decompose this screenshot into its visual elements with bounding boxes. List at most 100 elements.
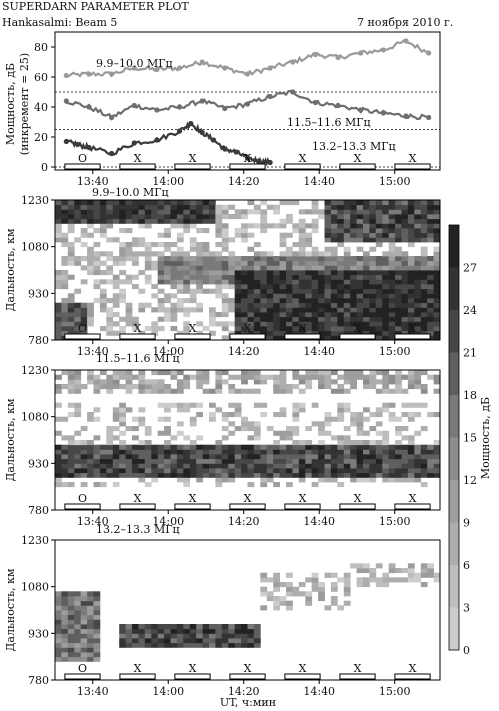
- range-panel-1-cell: [407, 237, 415, 243]
- range-panel-2-cell: [74, 463, 82, 469]
- range-panel-1-cell: [209, 204, 216, 210]
- power-data-point: [380, 47, 386, 53]
- power-data-point: [75, 141, 81, 148]
- range-panel-1-cell: [298, 316, 306, 322]
- range-panel-2-cell: [132, 449, 139, 455]
- range-panel-1-cell: [388, 204, 396, 210]
- range-panel-1-cell: [266, 265, 274, 271]
- range-panel-1-cell: [427, 214, 434, 220]
- range-panel-1-cell: [369, 316, 377, 322]
- range-panel-3-cell: [144, 642, 152, 648]
- range-panel-2-cell: [215, 379, 223, 385]
- range-panel-2-cell: [401, 458, 409, 464]
- range-panel-1-cell: [202, 274, 210, 280]
- range-panel-1-cell: [112, 321, 120, 327]
- range-panel-3-cell: [228, 624, 236, 630]
- range-panel-1-cell: [407, 204, 415, 210]
- range-panel-2-cell: [388, 463, 396, 469]
- range-panel-3-cell: [80, 624, 88, 630]
- range-panel-1-cell: [356, 284, 364, 290]
- range-panel-1-cell: [228, 204, 236, 210]
- range-panel-1-cell: [119, 228, 126, 234]
- range-panel-1-cell: [427, 265, 434, 271]
- range-panel-3-cell: [93, 633, 101, 639]
- range-panel-3-cell: [87, 647, 94, 653]
- range-panel-1-cell: [55, 200, 62, 206]
- range-panel-3-cell: [311, 582, 319, 588]
- range-panel-2-cell: [298, 444, 306, 450]
- range-panel-1-cell: [228, 260, 236, 266]
- range-panel-2-cell: [337, 444, 345, 450]
- range-panel-1-cell: [356, 204, 364, 210]
- range-panel-2-cell: [337, 384, 345, 390]
- range-panel-2-cell: [427, 463, 434, 469]
- range-panel-3-title: 13.2–13.3 МГц: [96, 523, 180, 536]
- range-panel-2-cell: [55, 444, 62, 450]
- range-panel-1-mode-label: X: [244, 322, 252, 335]
- range-panel-3-cell: [343, 572, 351, 578]
- power-data-point: [86, 104, 92, 110]
- range-panel-2-cell: [221, 412, 229, 418]
- range-panel-1-cell: [401, 312, 409, 318]
- range-panel-1-cell: [427, 312, 434, 318]
- range-panel-1-cells: [55, 200, 441, 341]
- range-panel-1-cell: [176, 274, 184, 280]
- range-panel-2-cell: [363, 440, 370, 446]
- range-panel-3-cell: [80, 652, 88, 658]
- range-panel-3-cell: [93, 638, 101, 644]
- range-panel-2-cell: [209, 454, 216, 460]
- range-panel-1-cell: [427, 232, 434, 238]
- range-panel-1-cell: [176, 298, 184, 304]
- range-panel-3-cell: [189, 638, 197, 644]
- range-panel-2-cell: [119, 421, 126, 427]
- range-panel-2-cell: [67, 454, 75, 460]
- range-panel-1-cell: [215, 284, 223, 290]
- range-panel-1-cell: [93, 204, 101, 210]
- range-panel-1-cell: [363, 274, 370, 280]
- range-panel-2-cell: [350, 463, 357, 469]
- range-panel-1-cell: [420, 274, 428, 280]
- range-panel-2-cell: [221, 370, 229, 376]
- range-panel-2-cell: [106, 463, 114, 469]
- range-panel-1-cell: [363, 298, 370, 304]
- range-panel-1-cell: [260, 284, 268, 290]
- range-panel-1-cell: [209, 330, 216, 336]
- range-panel-1-cell: [420, 204, 428, 210]
- range-panel-1-cell: [286, 246, 293, 252]
- range-panel-1-cell: [343, 330, 351, 336]
- range-panel-1-cell: [395, 256, 402, 262]
- range-panel-1-cell: [80, 312, 88, 318]
- range-panel-1-cell: [189, 265, 197, 271]
- range-panel-1-cell: [401, 274, 409, 280]
- range-panel-2-cell: [369, 440, 377, 446]
- range-panel-1-cell: [375, 232, 383, 238]
- range-panel-2-cell: [112, 458, 120, 464]
- colorbar-tick-label: 3: [463, 602, 470, 615]
- range-panel-2-cell: [132, 374, 139, 380]
- range-panel-1-cell: [215, 218, 223, 224]
- range-panel-2-cell: [93, 435, 101, 441]
- power-data-point: [131, 140, 137, 146]
- range-panel-1-cell: [305, 242, 313, 248]
- range-panel-1-cell: [196, 256, 203, 262]
- range-panel-2-cell: [286, 426, 293, 432]
- range-panel-1-cell: [132, 242, 139, 248]
- range-panel-1-cell: [74, 200, 82, 206]
- range-panel-2-cell: [241, 458, 248, 464]
- range-panel-2-cell: [157, 444, 165, 450]
- range-panel-3-cell: [253, 628, 261, 634]
- range-panel-2-cell: [407, 444, 415, 450]
- range-panel-1-cell: [247, 232, 255, 238]
- range-panel-1-cell: [401, 302, 409, 308]
- range-panel-1-cell: [266, 284, 274, 290]
- range-panel-1-cell: [375, 326, 383, 332]
- range-panel-1-cell: [221, 209, 229, 215]
- range-panel-2-cell: [286, 463, 293, 469]
- range-panel-1-cell: [151, 260, 159, 266]
- power-data-point: [63, 98, 69, 104]
- range-panel-2-cell: [330, 468, 338, 474]
- range-panel-1-cell: [273, 307, 280, 313]
- power-x-tick-label: 13:40: [77, 175, 109, 188]
- range-panel-2-cell: [343, 472, 351, 478]
- range-panel-2-cell: [407, 402, 415, 408]
